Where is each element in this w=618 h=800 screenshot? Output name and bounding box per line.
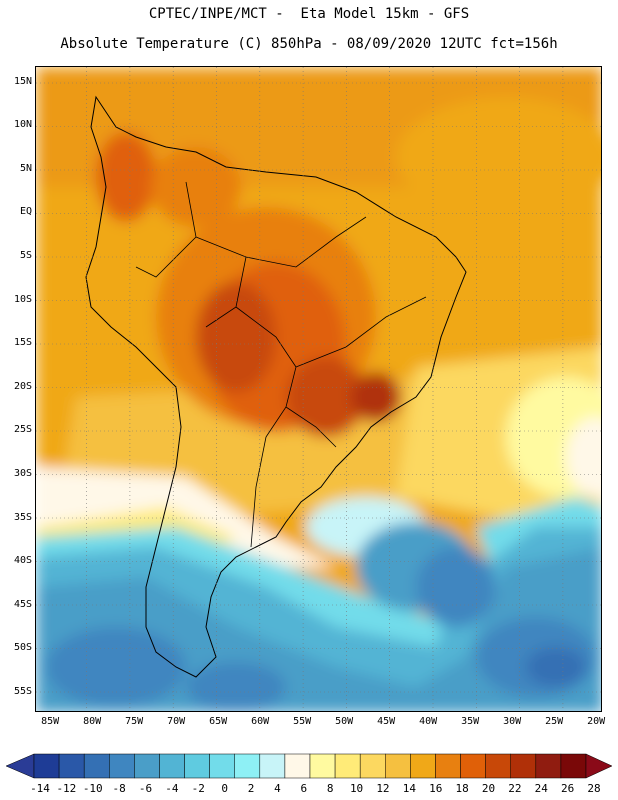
colorbar-tick-label: -8 <box>112 782 126 795</box>
colorbar-swatch <box>184 753 210 779</box>
colorbar <box>5 753 613 779</box>
colorbar-tick-label: -12 <box>56 782 77 795</box>
lon-label: 30W <box>503 716 522 727</box>
colorbar-tick-label: 26 <box>560 782 575 795</box>
chart-title-line2: Absolute Temperature (C) 850hPa - 08/09/… <box>60 36 558 52</box>
colorbar-tick-label: 24 <box>534 782 548 795</box>
colorbar-swatch <box>234 753 261 779</box>
colorbar-low-arrow <box>5 753 35 779</box>
colorbar-swatch <box>410 753 436 779</box>
lon-label: 25W <box>545 716 564 727</box>
lon-label: 65W <box>209 716 228 727</box>
lon-label: 20W <box>587 716 606 727</box>
lat-label: EQ <box>19 206 32 218</box>
lat-label: 30S <box>13 468 32 479</box>
colorbar-swatch <box>359 753 386 779</box>
lat-label: 50S <box>13 642 32 654</box>
lon-label: 60W <box>251 716 270 727</box>
colorbar-high-arrow <box>585 753 613 779</box>
colorbar-swatch <box>435 753 461 779</box>
colorbar-tick-label: -10 <box>82 782 103 795</box>
colorbar-swatch <box>385 753 411 779</box>
colorbar-tick-label: -4 <box>165 782 179 795</box>
colorbar-tick-label: 22 <box>508 782 522 795</box>
colorbar-swatch <box>33 753 60 779</box>
colorbar-swatch <box>510 753 537 779</box>
colorbar-tick-label: 4 <box>274 782 281 795</box>
coastline <box>85 95 467 678</box>
colorbar-tick-label: 2 <box>247 782 255 795</box>
colorbar-tick-label: -2 <box>191 782 205 795</box>
lat-label: 15S <box>13 337 32 349</box>
lon-label: 45W <box>377 716 396 727</box>
colorbar-tick-label: -14 <box>30 782 50 795</box>
lon-label: 70W <box>167 716 186 727</box>
chart-title-line1: CPTEC/INPE/MCT - Eta Model 15km - GFS <box>148 6 470 22</box>
colorbar-swatch <box>159 753 185 779</box>
colorbar-swatch <box>209 753 235 779</box>
map-grid <box>36 67 601 711</box>
lat-label: 10N <box>13 119 32 131</box>
lon-label: 55W <box>293 716 312 727</box>
colorbar-tick-label: 12 <box>376 782 390 795</box>
colorbar-tick-label: 28 <box>587 782 601 795</box>
lat-label: 15N <box>13 75 32 87</box>
colorbar-swatch <box>259 753 286 779</box>
colorbar-swatch <box>334 753 361 779</box>
colorbar-swatch <box>284 753 311 779</box>
temperature-field <box>36 67 601 711</box>
colorbar-swatch <box>460 753 486 779</box>
colorbar-swatch <box>535 753 562 779</box>
lat-label: 35S <box>13 511 32 523</box>
lon-label: 40W <box>419 716 438 727</box>
lon-label: 35W <box>461 716 480 727</box>
lon-label: 50W <box>335 716 354 727</box>
lat-label: 25S <box>13 424 32 436</box>
colorbar-swatch <box>485 753 511 779</box>
colorbar-swatch <box>560 753 587 779</box>
colorbar-tick-label: 10 <box>349 782 364 795</box>
colorbar-swatch <box>83 753 110 779</box>
colorbar-tick-label: 6 <box>300 782 308 795</box>
colorbar-tick-label: 18 <box>455 782 469 795</box>
lon-label: 75W <box>125 716 144 727</box>
colorbar-tick-label: 20 <box>481 782 496 795</box>
lon-label: 85W <box>41 716 60 727</box>
lon-label: 80W <box>83 716 102 727</box>
lat-label: 10S <box>13 293 32 305</box>
colorbar-tick-label: 16 <box>429 782 443 795</box>
colorbar-swatch <box>134 753 160 779</box>
colorbar-tick-label: 14 <box>402 782 416 795</box>
colorbar-tick-label: 8 <box>326 782 334 795</box>
lat-label: 45S <box>13 598 32 610</box>
lat-label: 20S <box>13 380 32 392</box>
lat-label: 55S <box>13 685 32 697</box>
colorbar-swatch <box>109 753 135 779</box>
colorbar-tick-label: -6 <box>138 782 153 795</box>
lat-label: 40S <box>13 555 32 567</box>
colorbar-swatch <box>309 753 336 779</box>
temperature-map <box>35 66 602 712</box>
colorbar-swatch <box>58 753 85 779</box>
lat-label: 5N <box>19 162 32 174</box>
map-canvas <box>36 67 601 711</box>
colorbar-tick-label: 0 <box>221 782 228 795</box>
lat-label: 5S <box>19 250 32 262</box>
